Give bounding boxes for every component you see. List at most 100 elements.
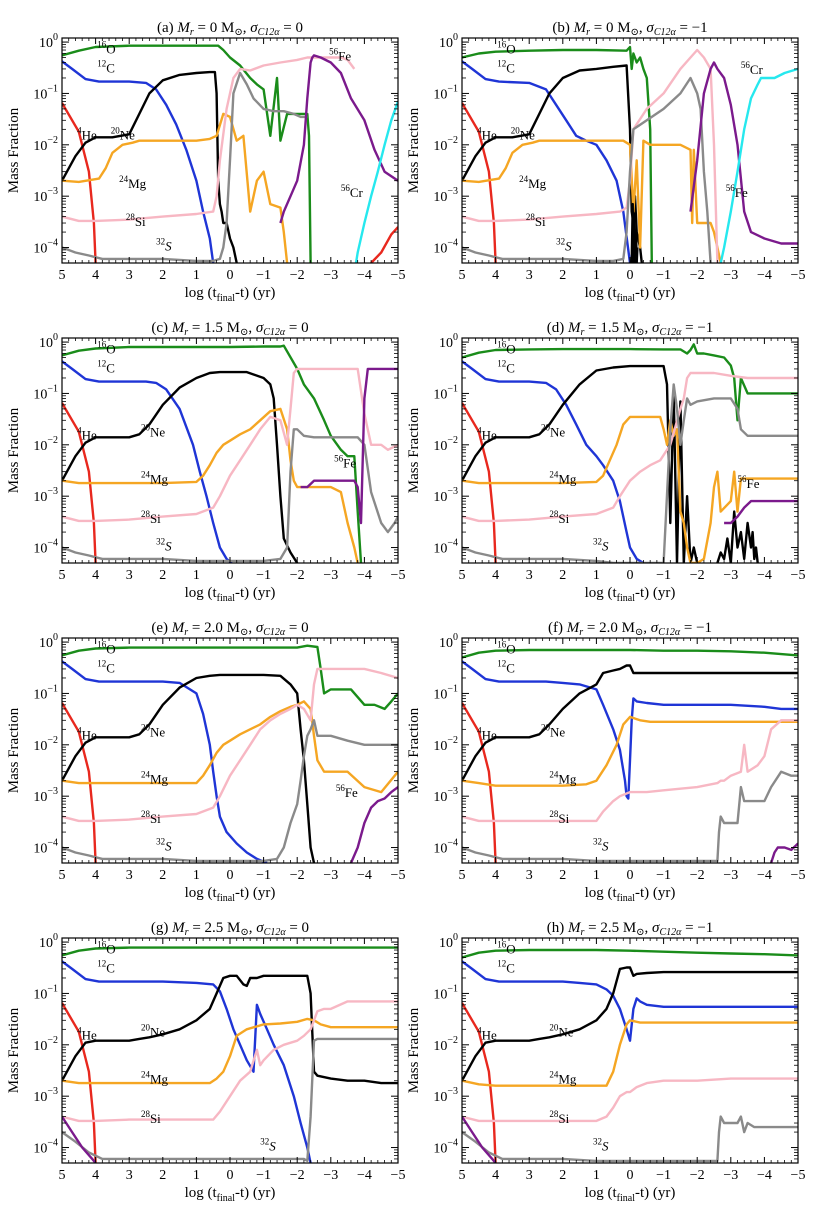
series-line-ne — [62, 370, 299, 563]
y-tick-label: 10−1 — [33, 983, 58, 1002]
y-tick-label: 100 — [439, 32, 458, 51]
x-tick-label: −3 — [323, 568, 338, 583]
label-si: 28Si — [526, 212, 546, 229]
series-line-mg — [62, 700, 398, 794]
label-c: 12C — [97, 658, 115, 675]
x-tick-label: 2 — [159, 868, 166, 883]
x-tick-label: −4 — [357, 1168, 372, 1183]
series-line-mg — [462, 715, 798, 787]
series-line-s — [62, 1037, 398, 1163]
series-group — [462, 648, 798, 863]
series-group — [62, 946, 398, 1163]
label-mg: 24Mg — [141, 770, 169, 787]
y-tick-label: 100 — [439, 932, 458, 951]
x-tick-label: 4 — [492, 1168, 499, 1183]
x-tick-label: −4 — [357, 268, 372, 283]
series-line-ne — [62, 673, 316, 863]
series-line-fe — [279, 54, 398, 224]
y-axis-label: Mass Fraction — [6, 707, 22, 793]
x-tick-label: 2 — [159, 568, 166, 583]
x-tick-label: 2 — [559, 1168, 566, 1183]
x-tick-label: 4 — [92, 568, 99, 583]
label-o: 16O — [97, 39, 115, 56]
series-line-si — [462, 371, 798, 523]
x-axis-label: log (tfinal-t) (yr) — [185, 1185, 276, 1204]
x-tick-label: 3 — [526, 868, 533, 883]
y-tick-label: 10−3 — [33, 1086, 58, 1105]
y-tick-label: 10−4 — [433, 838, 458, 857]
label-cr: 56Cr — [741, 60, 764, 77]
y-tick-label: 100 — [39, 32, 58, 51]
series-line-he — [462, 1002, 497, 1163]
label-o: 16O — [97, 939, 115, 956]
series-line-he — [62, 702, 97, 863]
label-ne: 20Ne — [541, 423, 565, 440]
y-tick-label: 10−4 — [433, 538, 458, 557]
panel-title: (c) Mr = 1.5 M⊙, σC12α = 0 — [151, 320, 308, 338]
y-tick-label: 10−3 — [433, 786, 458, 805]
label-s: 32S — [556, 236, 572, 253]
series-line-s — [462, 383, 798, 563]
label-o: 16O — [497, 39, 515, 56]
series-line-si — [462, 719, 798, 823]
series-line-o — [62, 946, 398, 957]
y-axis-label: Mass Fraction — [406, 107, 422, 193]
x-tick-label: −3 — [723, 868, 738, 883]
x-tick-label: −4 — [357, 868, 372, 883]
label-he: 4He — [477, 1025, 497, 1042]
x-tick-label: −4 — [757, 1168, 772, 1183]
x-tick-label: −5 — [391, 268, 406, 283]
label-ne: 20Ne — [141, 723, 165, 740]
x-tick-label: 2 — [559, 868, 566, 883]
y-axis-label: Mass Fraction — [6, 1007, 22, 1093]
y-tick-label: 10−2 — [433, 135, 458, 154]
series-line-ne — [62, 974, 398, 1085]
panel-c: (c) Mr = 1.5 M⊙, σC12α = 05 4 3 2 1 0 −1 −2 −3 −4… — [6, 320, 405, 604]
series-line-c — [462, 660, 798, 800]
series-line-fe — [349, 786, 398, 863]
label-ne: 20Ne — [549, 1023, 573, 1040]
label-si: 28Si — [549, 509, 569, 526]
series-line-cr — [719, 67, 798, 263]
x-tick-label: −4 — [757, 268, 772, 283]
y-axis-label: Mass Fraction — [6, 407, 22, 493]
panel-e: (e) Mr = 2.0 M⊙, σC12α = 05 4 3 2 1 0 −1 −2 −3 −4… — [6, 620, 405, 904]
label-he: 4He — [77, 425, 97, 442]
label-c: 12C — [497, 358, 515, 375]
y-tick-label: 10−2 — [33, 1035, 58, 1054]
panel-title: (g) Mr = 2.5 M⊙, σC12α = 0 — [151, 920, 309, 938]
x-tick-label: −5 — [791, 868, 806, 883]
x-tick-label: −3 — [723, 268, 738, 283]
y-tick-label: 10−1 — [33, 383, 58, 402]
series-line-c — [462, 360, 645, 563]
x-tick-label: 0 — [227, 1168, 234, 1183]
label-s: 32S — [593, 1136, 609, 1153]
panel-b: (b) Mr = 0 M⊙, σC12α = −15 4 3 2 1 0 −1 −2 −3 −4−… — [406, 20, 805, 304]
y-tick-label: 10−1 — [433, 383, 458, 402]
x-tick-label: 0 — [627, 868, 634, 883]
label-s: 32S — [156, 536, 172, 553]
label-c: 12C — [97, 958, 115, 975]
label-he: 4He — [77, 1025, 97, 1042]
x-tick-label: 3 — [526, 568, 533, 583]
series-line-o — [462, 45, 653, 263]
panel-title: (h) Mr = 2.5 M⊙, σC12α = −1 — [547, 920, 714, 938]
label-mg: 24Mg — [141, 1070, 169, 1087]
x-tick-label: 5 — [59, 268, 66, 283]
x-tick-label: −2 — [690, 268, 705, 283]
panel-title: (f) Mr = 2.0 M⊙, σC12α = −1 — [548, 620, 712, 638]
series-line-mg — [62, 407, 359, 563]
y-tick-label: 10−3 — [33, 486, 58, 505]
x-tick-label: −1 — [256, 1168, 271, 1183]
x-tick-label: 0 — [227, 868, 234, 883]
panel-f: (f) Mr = 2.0 M⊙, σC12α = −15 4 3 2 1 0 −1 −2 −3−… — [406, 620, 805, 904]
series-line-o — [462, 648, 798, 659]
x-tick-label: −2 — [290, 568, 305, 583]
series-line-ne — [462, 966, 798, 1082]
y-tick-label: 10−1 — [433, 683, 458, 702]
label-he: 4He — [477, 725, 497, 742]
x-tick-label: −2 — [690, 868, 705, 883]
y-tick-label: 10−3 — [433, 486, 458, 505]
y-tick-label: 100 — [439, 332, 458, 351]
